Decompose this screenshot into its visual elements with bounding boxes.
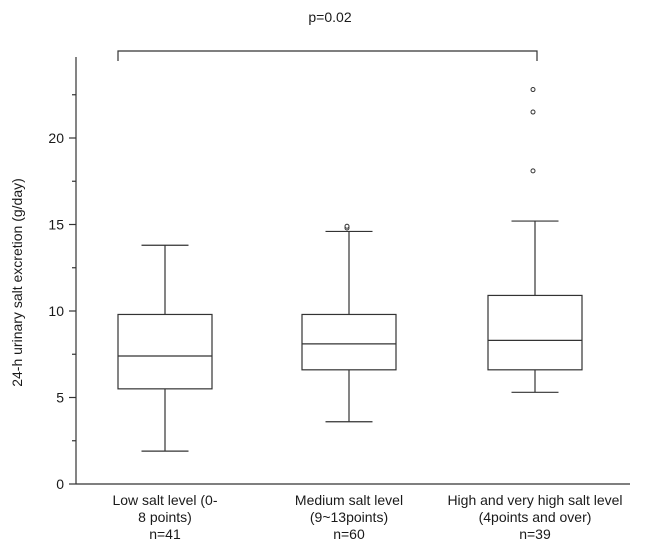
category-label-line: 8 points)	[138, 509, 192, 525]
y-tick-label: 15	[48, 217, 64, 233]
box-series	[117, 87, 583, 452]
group-n-label: n=41	[149, 526, 181, 542]
category-label-line: High and very high salt level	[447, 492, 622, 508]
box-group-3	[487, 87, 583, 393]
x-axis-labels: Low salt level (0-8 points)n=41 Medium sa…	[112, 492, 622, 542]
outlier-point	[530, 109, 536, 115]
iqr-box	[487, 294, 583, 371]
significance-bracket	[117, 50, 538, 61]
outlier-point	[530, 87, 536, 93]
category-label-line: (9~13points)	[310, 509, 388, 525]
category-label-line: Low salt level (0-	[112, 492, 217, 508]
box-group-1	[117, 244, 213, 452]
category-label-line: Medium salt level	[295, 492, 403, 508]
y-tick-label: 5	[56, 390, 64, 406]
y-tick-label: 0	[56, 476, 64, 492]
y-axis-ticks: 0 5 10 15 20	[48, 94, 76, 492]
y-tick-label: 20	[48, 130, 64, 146]
p-value-annotation: p=0.02	[308, 9, 351, 25]
category-label-line: (4points and over)	[479, 509, 592, 525]
iqr-box	[301, 313, 397, 371]
y-tick-label: 10	[48, 303, 64, 319]
box-group-2	[301, 223, 397, 423]
outlier-point	[344, 223, 350, 229]
y-axis-label: 24-h urinary salt excretion (g/day)	[9, 178, 25, 387]
iqr-box	[117, 313, 213, 390]
group-n-label: n=39	[519, 526, 551, 542]
outlier-point	[530, 168, 536, 174]
group-n-label: n=60	[333, 526, 365, 542]
